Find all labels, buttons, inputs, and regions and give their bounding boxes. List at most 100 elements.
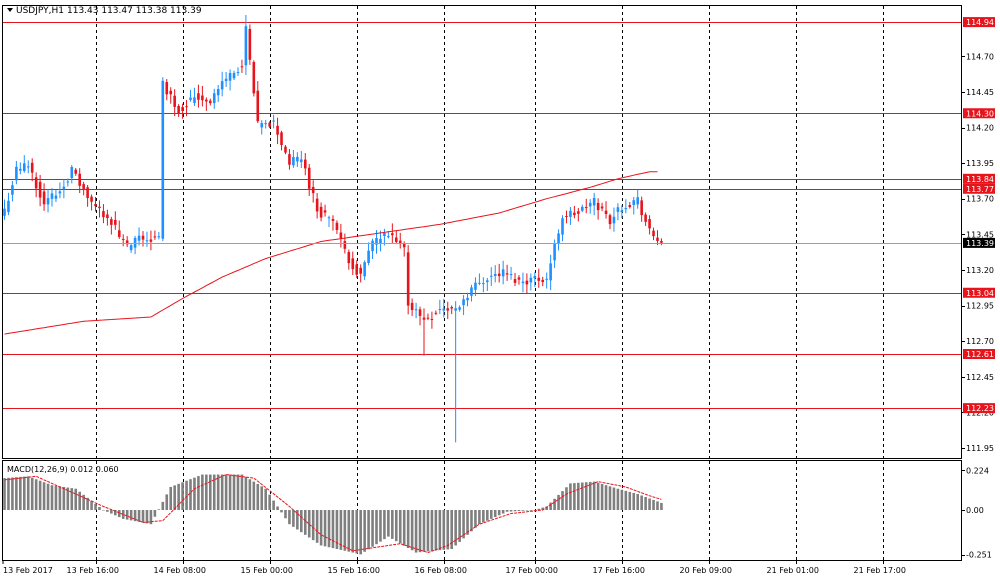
- macd-bar: [466, 510, 469, 535]
- candle: [240, 59, 244, 73]
- candle: [268, 121, 271, 129]
- macd-bar: [652, 499, 655, 510]
- candle: [224, 72, 228, 87]
- macd-histogram: [3, 474, 663, 555]
- candle: [228, 69, 232, 91]
- candle-body: [19, 168, 22, 171]
- candle: [70, 165, 74, 184]
- candle-body: [205, 99, 208, 102]
- macd-bar: [78, 491, 81, 510]
- macd-bar: [339, 510, 343, 550]
- candle-body: [410, 302, 414, 311]
- macd-tick-label: -0.251: [966, 551, 992, 560]
- candle-body: [537, 277, 541, 281]
- candle-body: [177, 105, 180, 114]
- candle-body: [588, 202, 592, 207]
- candle-body: [640, 200, 643, 216]
- candle: [592, 192, 596, 216]
- candle-body: [414, 309, 418, 311]
- macd-bar: [648, 498, 651, 510]
- candle: [406, 245, 410, 315]
- candle: [284, 145, 287, 155]
- candle: [303, 153, 307, 176]
- price-tick-label: 112.70: [966, 337, 994, 346]
- candle: [300, 150, 303, 169]
- macd-bar: [569, 483, 572, 510]
- macd-bar: [549, 502, 552, 510]
- candle-body: [303, 159, 307, 169]
- macd-bar: [272, 500, 275, 510]
- candle: [470, 284, 473, 302]
- candle: [604, 201, 608, 219]
- macd-bar: [577, 482, 580, 510]
- macd-bar: [351, 510, 355, 553]
- candle-body: [391, 233, 394, 236]
- macd-bar: [224, 474, 228, 510]
- macd-bar: [315, 510, 319, 543]
- candle-body: [189, 97, 192, 100]
- macd-bar: [632, 492, 636, 510]
- candle-body: [153, 236, 157, 238]
- candle-body: [561, 218, 564, 235]
- macd-bar: [319, 510, 323, 546]
- candle: [600, 202, 604, 212]
- price-tick-label: 114.70: [966, 52, 994, 61]
- candle: [58, 182, 62, 199]
- candle-body: [78, 173, 81, 186]
- macd-bar: [580, 482, 584, 510]
- candle: [197, 84, 200, 108]
- candle-body: [98, 206, 101, 209]
- candle: [561, 215, 564, 242]
- macd-bar: [173, 485, 176, 510]
- macd-bar: [74, 488, 78, 510]
- candle-body: [584, 207, 588, 209]
- candle-body: [660, 240, 663, 243]
- macd-panel[interactable]: 0.224 0.00 -0.251 MACD(12,26,9) 0.012 0.06…: [2, 460, 992, 561]
- candle-body: [478, 282, 481, 284]
- candle: [375, 230, 378, 254]
- candle: [129, 242, 133, 253]
- candle: [367, 242, 370, 266]
- candle: [628, 201, 632, 209]
- macd-bar: [454, 510, 457, 546]
- candle: [656, 230, 659, 246]
- candle-body: [545, 278, 548, 280]
- candle: [474, 277, 477, 296]
- candle: [553, 239, 556, 268]
- level-price-label: 113.84: [966, 175, 994, 184]
- candle-body: [240, 66, 244, 68]
- macd-bar: [169, 486, 173, 510]
- candle: [565, 210, 568, 224]
- macd-bar: [102, 510, 105, 511]
- macd-bar: [161, 501, 165, 510]
- price-panel[interactable]: 114.70114.45114.20113.95113.70113.45113.…: [2, 5, 996, 459]
- macd-bar: [482, 510, 485, 523]
- candle: [497, 263, 501, 283]
- price-tick-label: 112.45: [966, 373, 994, 382]
- macd-title: MACD(12,26,9) 0.012 0.060: [7, 465, 119, 474]
- symbol-label: USDJPY,H1: [16, 6, 64, 16]
- level-price-label: 113.04: [966, 289, 994, 298]
- candle: [137, 227, 141, 246]
- current-price-label: 113.39: [966, 239, 994, 248]
- candle-body: [216, 88, 220, 96]
- candle-body: [367, 250, 370, 263]
- dropdown-triangle-icon[interactable]: [7, 8, 13, 12]
- candle-body: [110, 219, 113, 225]
- candle-body: [339, 232, 343, 239]
- macd-bar: [636, 494, 639, 510]
- candle: [157, 231, 161, 240]
- macd-bar: [303, 510, 307, 535]
- candle: [3, 199, 6, 220]
- price-tick-label: 112.95: [966, 302, 994, 311]
- candle: [78, 168, 81, 194]
- candle: [450, 305, 453, 315]
- candle: [525, 273, 529, 294]
- candle: [533, 272, 537, 287]
- macd-bar: [7, 477, 10, 510]
- candle-body: [256, 90, 260, 122]
- macd-bar: [19, 476, 22, 510]
- candle: [624, 199, 628, 214]
- candle-body: [493, 273, 497, 276]
